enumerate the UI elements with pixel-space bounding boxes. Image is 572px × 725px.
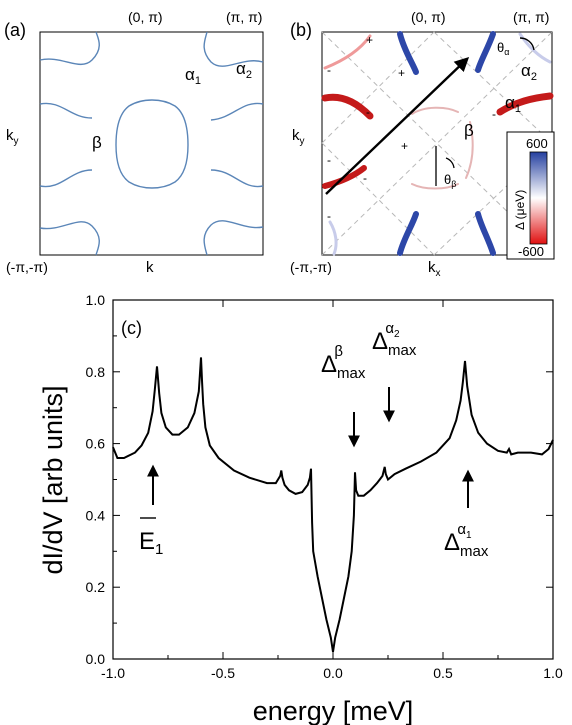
colorbar-gradient	[529, 151, 548, 245]
sign-marker: -	[492, 107, 496, 121]
panel-b-theta-alpha: θα	[497, 40, 509, 57]
y-tick-label: 0.8	[86, 364, 106, 380]
band-top-left	[323, 34, 372, 70]
panel-a-corner-bottom-left: (-π,-π)	[6, 259, 48, 275]
theta-alpha-arc	[519, 37, 535, 51]
x-tick-label: -0.5	[211, 665, 235, 681]
alpha-pocket-right-low	[210, 169, 264, 188]
colorbar-min-label: -600	[518, 244, 544, 259]
band-bottom-center-a	[397, 211, 419, 256]
panel-b-beta-label: β	[464, 121, 474, 140]
panel-a-alpha1-label: α1	[185, 65, 201, 87]
sign-marker: -	[363, 171, 367, 185]
panel-b: (b) (0, π) (π, π) (-π,-π) ky kx α1 α2 β …	[290, 9, 555, 279]
panel-a-axis-y: ky	[6, 127, 19, 147]
panel-b-alpha1-label: α1	[505, 93, 521, 115]
panel-b-alpha2-label: α2	[521, 61, 537, 83]
band-left-low	[322, 165, 367, 189]
panel-a-label: (a)	[4, 20, 26, 40]
panel-a-corner-top-right: (π, π)	[226, 9, 262, 25]
alpha2-gap-label: Δmaxα2	[372, 320, 417, 359]
panel-a-alpha2-label: α2	[236, 59, 252, 81]
x-tick-label: 1.0	[543, 665, 563, 681]
colorbar-title: Δ (μeV)	[513, 190, 527, 230]
panel-b-corner-top-right: (π, π)	[513, 9, 549, 25]
sign-marker: -	[327, 63, 331, 77]
alpha1-gap-label: Δmaxα1	[444, 521, 489, 560]
alpha-pocket-left-low	[39, 169, 93, 188]
e1-label: E1	[139, 528, 163, 558]
x-tick-label: -1.0	[101, 665, 125, 681]
annotation-e1: E1	[139, 464, 163, 558]
annotation-alpha1: Δmaxα1	[444, 469, 489, 560]
panel-b-corner-bottom-left: (-π,-π)	[290, 259, 332, 275]
panel-b-axis-y: ky	[292, 127, 305, 147]
sign-marker: -	[366, 105, 370, 119]
panel-b-axis-x: kx	[428, 259, 441, 279]
panel-c-ticks: -1.0 -0.5 0.0 0.5 1.0 0.0 0.2 0.4 0.6 0.8 1.0	[86, 292, 563, 681]
beta-gap-label: Δmaxβ	[321, 343, 366, 382]
panel-c-xlabel: energy [meV]	[253, 696, 414, 725]
panel-b-corner-top-center: (0, π)	[411, 9, 446, 25]
panel-b-theta-beta: θβ	[444, 172, 456, 189]
y-tick-label: 0.0	[86, 651, 106, 667]
y-tick-label: 0.4	[86, 507, 106, 523]
beta-pocket	[115, 99, 189, 189]
annotation-alpha2: Δmaxα2	[372, 320, 417, 423]
panel-a-frame	[39, 31, 264, 256]
y-tick-label: 0.6	[86, 436, 106, 452]
panel-b-colorbar: 600 -600 Δ (μeV)	[506, 131, 555, 260]
annotation-beta: Δmaxβ	[321, 343, 366, 448]
panel-b-direction-arrow	[325, 57, 470, 195]
alpha-pocket-left-mid	[39, 102, 93, 119]
y-tick-label: 1.0	[86, 292, 106, 308]
alpha-pocket-right-mid	[210, 102, 264, 121]
sign-marker: +	[398, 66, 405, 80]
panel-a-beta-label: β	[92, 133, 102, 152]
y-tick-label: 0.2	[86, 579, 106, 595]
alpha-pocket-bottom-left	[39, 221, 100, 256]
band-top-right	[518, 32, 552, 64]
band-right-red	[496, 92, 554, 116]
alpha-pocket-bottom-right	[203, 220, 264, 256]
panel-c-label: (c)	[121, 318, 142, 338]
beta-pocket-gap	[411, 106, 474, 190]
alpha-pocket-top-left	[39, 31, 100, 65]
panel-b-label: (b)	[290, 20, 312, 40]
panel-c-ylabel: dI/dV [arb units]	[38, 385, 68, 574]
band-bottom-left	[328, 220, 338, 256]
panel-a: (a) (0, π) (π, π) (-π,-π) ky k α1 α2 β	[4, 9, 264, 276]
x-tick-label: 0.0	[323, 665, 343, 681]
didv-curve	[112, 357, 554, 652]
sign-marker: -	[327, 153, 331, 167]
sign-marker: +	[366, 33, 373, 47]
band-bottom-center-b	[475, 211, 496, 256]
panel-a-fermi-surface	[39, 31, 264, 256]
alpha-pocket-top-right	[203, 31, 264, 67]
band-left-red	[321, 93, 374, 120]
band-top-center-a	[397, 31, 419, 75]
panel-a-axis-x: k	[146, 259, 154, 276]
sign-marker: +	[401, 139, 408, 153]
x-tick-label: 0.5	[433, 665, 453, 681]
panel-a-corner-top-center: (0, π)	[128, 9, 163, 25]
panel-c: -1.0 -0.5 0.0 0.5 1.00.00.20.40.60.81.0 (c) …	[38, 292, 563, 725]
band-top-center-b	[475, 31, 496, 73]
colorbar-max-label: 600	[526, 136, 548, 151]
sign-marker: -	[327, 209, 331, 223]
theta-beta-arc	[445, 157, 455, 169]
panel-b-signs: + - + - - + - - -	[327, 33, 496, 223]
